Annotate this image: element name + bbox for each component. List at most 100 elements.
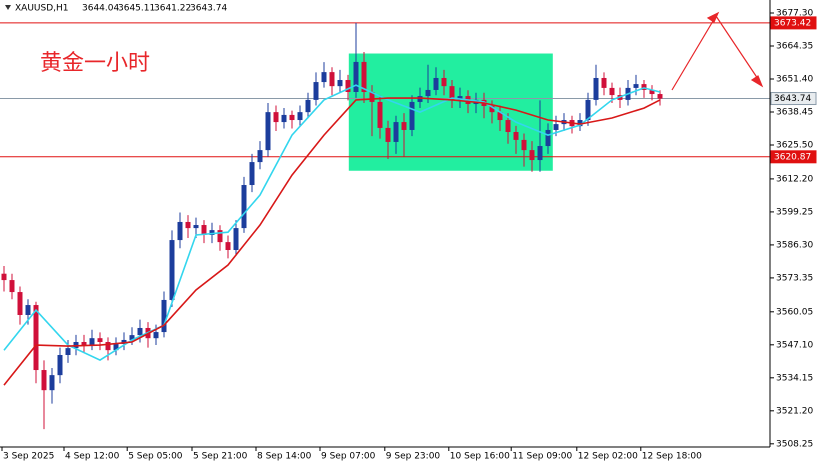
candle-body (633, 84, 639, 88)
candle-body (505, 120, 511, 133)
arrow-head (750, 75, 764, 88)
candle-body (457, 96, 463, 100)
symbol: XAUUSD,H1 (15, 4, 69, 14)
candle-body (105, 342, 111, 351)
level-label: 3643.74 (774, 94, 811, 104)
candle-body (513, 132, 519, 140)
ohlc-high: 3645.11 (118, 4, 155, 14)
y-tick-label: 3508.25 (776, 439, 813, 449)
candle-body (305, 99, 311, 113)
x-tick-label: 12 Sep 18:00 (642, 452, 702, 462)
candle-body (313, 82, 319, 100)
x-tick-label: 5 Sep 21:00 (193, 452, 248, 462)
ohlc-close: 3643.74 (190, 4, 227, 14)
x-tick-label: 12 Sep 02:00 (578, 452, 638, 462)
candle-body (193, 225, 199, 229)
level-label-box (770, 16, 817, 30)
candle-body (401, 122, 407, 130)
level-label-box (770, 92, 817, 106)
candle-body (81, 342, 87, 346)
y-tick-label: 3664.35 (776, 41, 813, 51)
y-tick-label: 3677.30 (776, 8, 813, 18)
candle-body (265, 112, 271, 151)
candle-body (369, 91, 375, 102)
candle-body (113, 344, 119, 351)
candle-body (97, 338, 103, 343)
candle-body (249, 162, 255, 186)
candle-body (169, 240, 175, 300)
candle-body (353, 61, 359, 92)
candle-body (137, 327, 143, 336)
candle-body (417, 96, 423, 102)
candle-body (65, 348, 71, 356)
candle-body (49, 375, 55, 391)
x-tick-label: 8 Sep 14:00 (257, 452, 312, 462)
ohlc-open: 3644.04 (82, 4, 119, 14)
candle-body (17, 292, 23, 315)
candle-body (177, 221, 183, 241)
y-tick-label: 3573.35 (776, 273, 813, 283)
candle-body (337, 80, 343, 87)
candle-body (377, 101, 383, 128)
y-tick-label: 3521.20 (776, 406, 813, 416)
candle-body (209, 230, 215, 235)
candle-body (233, 228, 239, 251)
candle-body (161, 299, 167, 333)
candle-body (537, 146, 543, 161)
x-tick-label: 11 Sep 09:00 (512, 452, 572, 462)
candle-body (441, 77, 447, 87)
candle-body (649, 89, 655, 95)
y-tick-label: 3638.45 (776, 108, 813, 118)
candle-body (577, 120, 583, 127)
candle-body (153, 332, 159, 339)
moving-average (3, 84, 661, 362)
x-tick-label: 5 Sep 05:00 (128, 452, 183, 462)
candle-body (329, 72, 335, 87)
candle-body (217, 230, 223, 243)
candle-body (641, 84, 647, 90)
ohlc-low: 3641.22 (154, 4, 191, 14)
x-tick-label: 4 Sep 12:00 (65, 452, 120, 462)
y-tick-label: 3625.50 (776, 141, 813, 151)
candle-body (281, 114, 287, 123)
candle-body (257, 150, 263, 163)
y-tick-label: 3547.10 (776, 340, 813, 350)
candle-body (609, 87, 615, 96)
y-tick-label: 3651.40 (776, 75, 813, 85)
y-tick-label: 3586.30 (776, 240, 813, 250)
candle-body (129, 335, 135, 340)
level-label: 3620.87 (774, 152, 811, 162)
candle-body (41, 370, 47, 391)
y-tick-label: 3534.15 (776, 373, 813, 383)
candle-body (361, 61, 367, 92)
candle-body (297, 112, 303, 121)
candle-body (241, 185, 247, 229)
y-tick-label: 3612.20 (776, 174, 813, 184)
candle-body (601, 77, 607, 88)
candle-body (529, 150, 535, 161)
candle-body (89, 338, 95, 346)
candle-body (489, 106, 495, 113)
y-tick-label: 3599.25 (776, 207, 813, 217)
candle-body (57, 355, 63, 376)
annotation: 黄金一小时 (40, 51, 150, 76)
candle-body (585, 99, 591, 121)
candle-body (433, 77, 439, 90)
level-label-box (770, 150, 817, 164)
candle-body (449, 86, 455, 100)
zone (348, 53, 553, 171)
candle-body (321, 72, 327, 83)
candle-body (425, 89, 431, 97)
candle-body (593, 77, 599, 100)
x-tick-label: 9 Sep 07:00 (321, 452, 376, 462)
x-tick-label: 3 Sep 2025 (3, 452, 54, 462)
candle-body (9, 280, 15, 293)
candle-body (409, 101, 415, 130)
candle-body (657, 94, 663, 99)
y-tick-label: 3560.05 (776, 307, 813, 317)
candle-body (385, 127, 391, 142)
candle-body (545, 129, 551, 147)
candle-body (33, 305, 39, 371)
forecast-arrows (671, 11, 764, 91)
